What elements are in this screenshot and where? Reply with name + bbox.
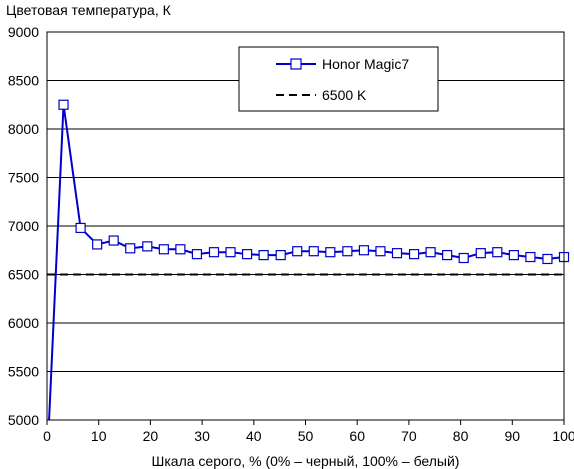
series-line-honor-magic7 xyxy=(48,104,565,421)
x-tick-label: 50 xyxy=(298,428,314,444)
x-tick-label: 0 xyxy=(43,428,51,444)
data-point-marker xyxy=(292,246,303,257)
data-point-marker xyxy=(542,253,553,265)
y-tick-label: 5500 xyxy=(8,364,39,380)
data-point-marker xyxy=(342,246,353,257)
y-tick-label: 6000 xyxy=(8,315,39,331)
chart-title: Цветовая температура, К xyxy=(6,2,172,18)
data-point-marker xyxy=(408,249,420,260)
data-point-marker xyxy=(191,249,203,260)
y-tick-label: 9000 xyxy=(8,24,39,40)
x-tick-label: 10 xyxy=(91,428,107,444)
data-point-marker xyxy=(125,243,136,254)
data-point-marker xyxy=(108,235,119,246)
legend: Honor Magic7 6500 K xyxy=(238,46,439,112)
legend-marker-honor-magic7 xyxy=(290,58,302,70)
data-point-marker xyxy=(358,245,370,256)
data-point-marker xyxy=(525,251,536,263)
data-point-marker xyxy=(475,248,486,259)
legend-label-6500k: 6500 K xyxy=(322,87,367,103)
data-point-marker xyxy=(225,247,236,258)
x-tick-label: 20 xyxy=(143,428,159,444)
data-point-marker xyxy=(58,99,69,110)
x-tick-label: 100 xyxy=(552,428,574,444)
y-tick-label: 7500 xyxy=(8,170,39,186)
data-point-marker xyxy=(208,247,220,258)
y-tick-label: 5000 xyxy=(8,412,39,428)
y-tick-label: 8500 xyxy=(8,73,39,89)
data-point-marker xyxy=(158,244,169,255)
data-point-marker xyxy=(258,250,269,261)
data-point-marker xyxy=(308,246,319,257)
x-axis-ticks: 0 10 20 30 40 50 60 70 80 90 100 xyxy=(43,420,574,444)
data-point-marker xyxy=(508,250,519,261)
legend-box xyxy=(238,46,439,112)
data-point-marker xyxy=(425,247,436,258)
data-point-marker xyxy=(375,246,386,257)
x-tick-label: 80 xyxy=(453,428,469,444)
y-tick-label: 7000 xyxy=(8,218,39,234)
series-honor-magic7 xyxy=(48,99,570,421)
legend-entry-6500k: 6500 K xyxy=(276,87,367,103)
data-point-marker xyxy=(442,250,453,261)
y-tick-label: 6500 xyxy=(8,267,39,283)
plot-frame xyxy=(46,31,565,421)
x-tick-label: 70 xyxy=(401,428,417,444)
legend-label-honor-magic7: Honor Magic7 xyxy=(322,56,409,72)
data-point-marker xyxy=(458,252,469,264)
data-point-marker xyxy=(142,241,153,252)
y-axis-ticks: 5000 5500 6000 6500 7000 7500 8000 8500 9000 xyxy=(8,24,39,428)
data-point-marker xyxy=(92,239,103,250)
data-point-marker xyxy=(391,248,403,259)
data-point-marker xyxy=(75,222,86,234)
x-tick-label: 60 xyxy=(349,428,365,444)
y-tick-label: 8000 xyxy=(8,121,39,137)
x-axis-label: Шкала серого, % (0% – черный, 100% – бел… xyxy=(152,453,460,469)
x-tick-label: 90 xyxy=(505,428,521,444)
data-point-marker xyxy=(241,249,253,260)
data-point-marker xyxy=(492,247,503,258)
data-point-marker xyxy=(325,247,336,258)
x-tick-label: 30 xyxy=(194,428,210,444)
data-point-marker xyxy=(175,244,186,255)
data-point-marker xyxy=(275,250,286,261)
x-tick-label: 40 xyxy=(246,428,262,444)
legend-entry-honor-magic7: Honor Magic7 xyxy=(276,56,409,72)
